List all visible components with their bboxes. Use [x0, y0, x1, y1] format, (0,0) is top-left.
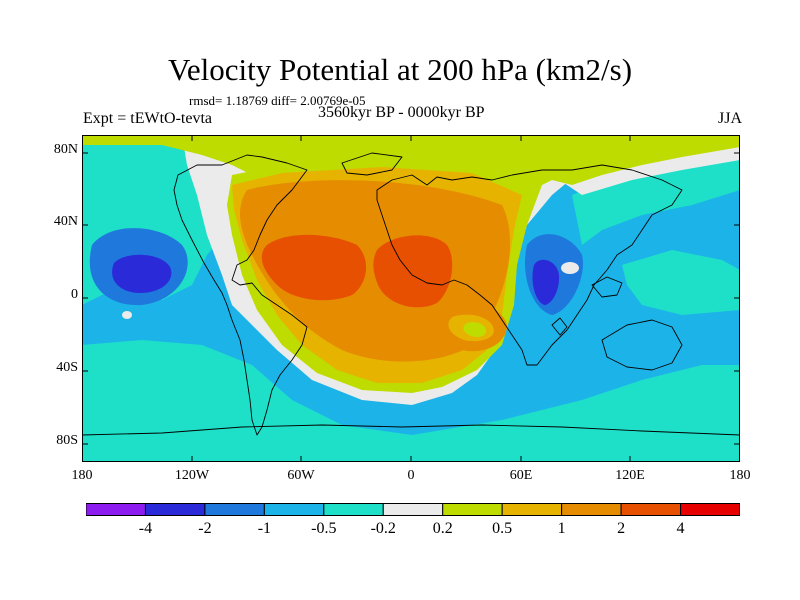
- plot-title: Velocity Potential at 200 hPa (km2/s): [167, 52, 633, 87]
- colorbar-label: 2: [617, 520, 626, 537]
- colorbar-label: -2: [198, 520, 212, 537]
- contour-band-neg-2: [532, 259, 560, 305]
- lon-label-120e: 120E: [615, 468, 645, 483]
- contour-band-pos-2: [261, 234, 367, 301]
- lat-label-80n: 80N: [53, 142, 78, 157]
- experiment-label: Expt = tEWtO-tevta: [83, 110, 212, 127]
- colorbar-box: [144, 503, 206, 516]
- colorbar: [86, 503, 740, 516]
- lat-label-40s: 40S: [56, 360, 78, 375]
- map-border: [82, 135, 740, 462]
- contour-band-neg-0.2: [622, 250, 740, 315]
- contour-band-neutral: [122, 311, 132, 319]
- colorbar-box: [680, 503, 740, 516]
- contour-band-pos-2: [373, 235, 453, 308]
- contour-band-neutral: [561, 262, 579, 274]
- lat-label-80s: 80S: [56, 433, 78, 448]
- colorbar-label: -4: [138, 520, 153, 537]
- colorbar-box: [561, 503, 622, 516]
- colorbar-label: 1: [557, 520, 566, 537]
- colorbar-box: [620, 503, 682, 516]
- coastlines: [82, 152, 740, 436]
- lat-label-40n: 40N: [53, 214, 78, 229]
- colorbar-box: [501, 503, 563, 516]
- map-panel: [82, 135, 740, 462]
- colorbar-box: [204, 503, 265, 516]
- lat-label-0: 0: [71, 287, 78, 302]
- colorbar-box: [263, 503, 325, 516]
- colorbar-box: [323, 503, 384, 516]
- lon-label-180w: 180: [71, 468, 93, 483]
- lon-label-0: 0: [407, 468, 415, 483]
- colorbar-label: 0.5: [492, 520, 513, 537]
- colorbar-label: 4: [676, 520, 685, 537]
- contour-band-pos-0.2: [82, 135, 740, 195]
- colorbar-label: 0.2: [432, 520, 453, 537]
- stats-line: rmsd= 1.18769 diff= 2.00769e-05: [189, 93, 366, 108]
- lon-label-120w: 120W: [174, 468, 210, 483]
- contour-band-neg-2: [112, 254, 172, 293]
- contour-band-neg-0.2: [82, 340, 740, 462]
- colorbar-label: -0.2: [370, 520, 396, 537]
- colorbar-label: -1: [257, 520, 272, 537]
- time-range-label: 3560kyr BP - 0000kyr BP: [318, 104, 485, 121]
- lon-label-180e: 180: [729, 468, 751, 483]
- colorbar-box: [86, 503, 146, 516]
- colorbar-box: [382, 503, 444, 516]
- lon-label-60e: 60E: [509, 468, 533, 483]
- colorbar-box: [442, 503, 503, 516]
- season-label: JJA: [717, 110, 742, 127]
- colorbar-label: -0.5: [311, 520, 337, 537]
- lon-label-60w: 60W: [287, 468, 315, 483]
- contour-band-pos-0.2: [463, 322, 487, 337]
